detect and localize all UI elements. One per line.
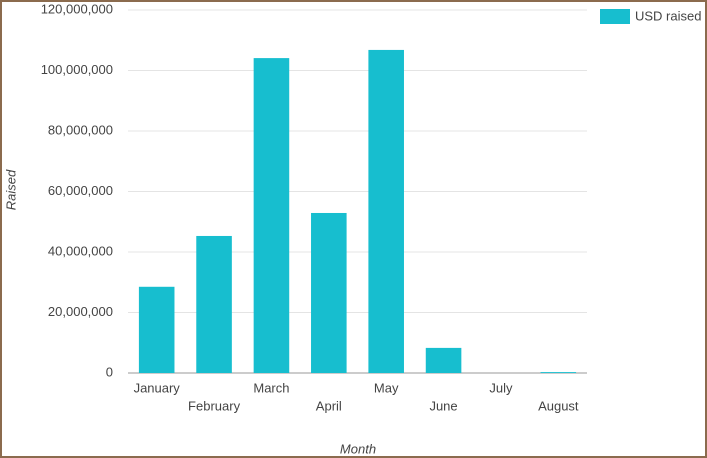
x-tick-label: July — [489, 380, 513, 395]
bar — [311, 212, 347, 373]
bar — [425, 347, 462, 373]
y-tick-label: 100,000,000 — [41, 62, 113, 77]
legend-label: USD raised — [635, 8, 701, 23]
y-tick-label: 60,000,000 — [48, 183, 113, 198]
y-axis-title: Raised — [3, 169, 18, 210]
y-tick-label: 20,000,000 — [48, 304, 113, 319]
x-tick-label: March — [253, 380, 289, 395]
bar — [138, 286, 175, 373]
x-axis-title: Month — [340, 441, 376, 456]
x-tick-label: May — [374, 380, 399, 395]
y-tick-label: 80,000,000 — [48, 122, 113, 137]
x-tick-label: January — [134, 380, 181, 395]
x-tick-label: June — [429, 398, 457, 413]
y-tick-label: 40,000,000 — [48, 243, 113, 258]
bar — [253, 58, 290, 373]
legend-swatch — [600, 9, 630, 24]
x-tick-label: August — [538, 398, 579, 413]
bar — [540, 372, 577, 373]
bar — [368, 49, 404, 374]
y-tick-label: 120,000,000 — [41, 1, 113, 16]
bar — [196, 235, 232, 373]
x-tick-label: April — [316, 398, 342, 413]
x-tick-label: February — [188, 398, 241, 413]
y-tick-label: 0 — [106, 364, 113, 379]
